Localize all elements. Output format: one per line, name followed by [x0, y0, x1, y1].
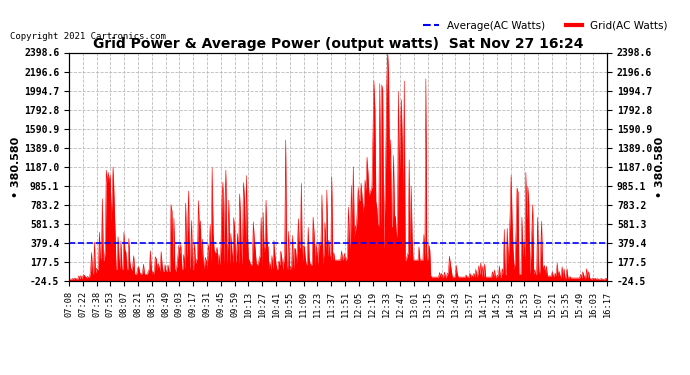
Y-axis label: • 380.580: • 380.580: [11, 136, 21, 198]
Text: Copyright 2021 Cartronics.com: Copyright 2021 Cartronics.com: [10, 32, 166, 41]
Legend: Average(AC Watts), Grid(AC Watts): Average(AC Watts), Grid(AC Watts): [420, 16, 672, 35]
Title: Grid Power & Average Power (output watts)  Sat Nov 27 16:24: Grid Power & Average Power (output watts…: [93, 38, 583, 51]
Y-axis label: • 380.580: • 380.580: [655, 136, 665, 198]
